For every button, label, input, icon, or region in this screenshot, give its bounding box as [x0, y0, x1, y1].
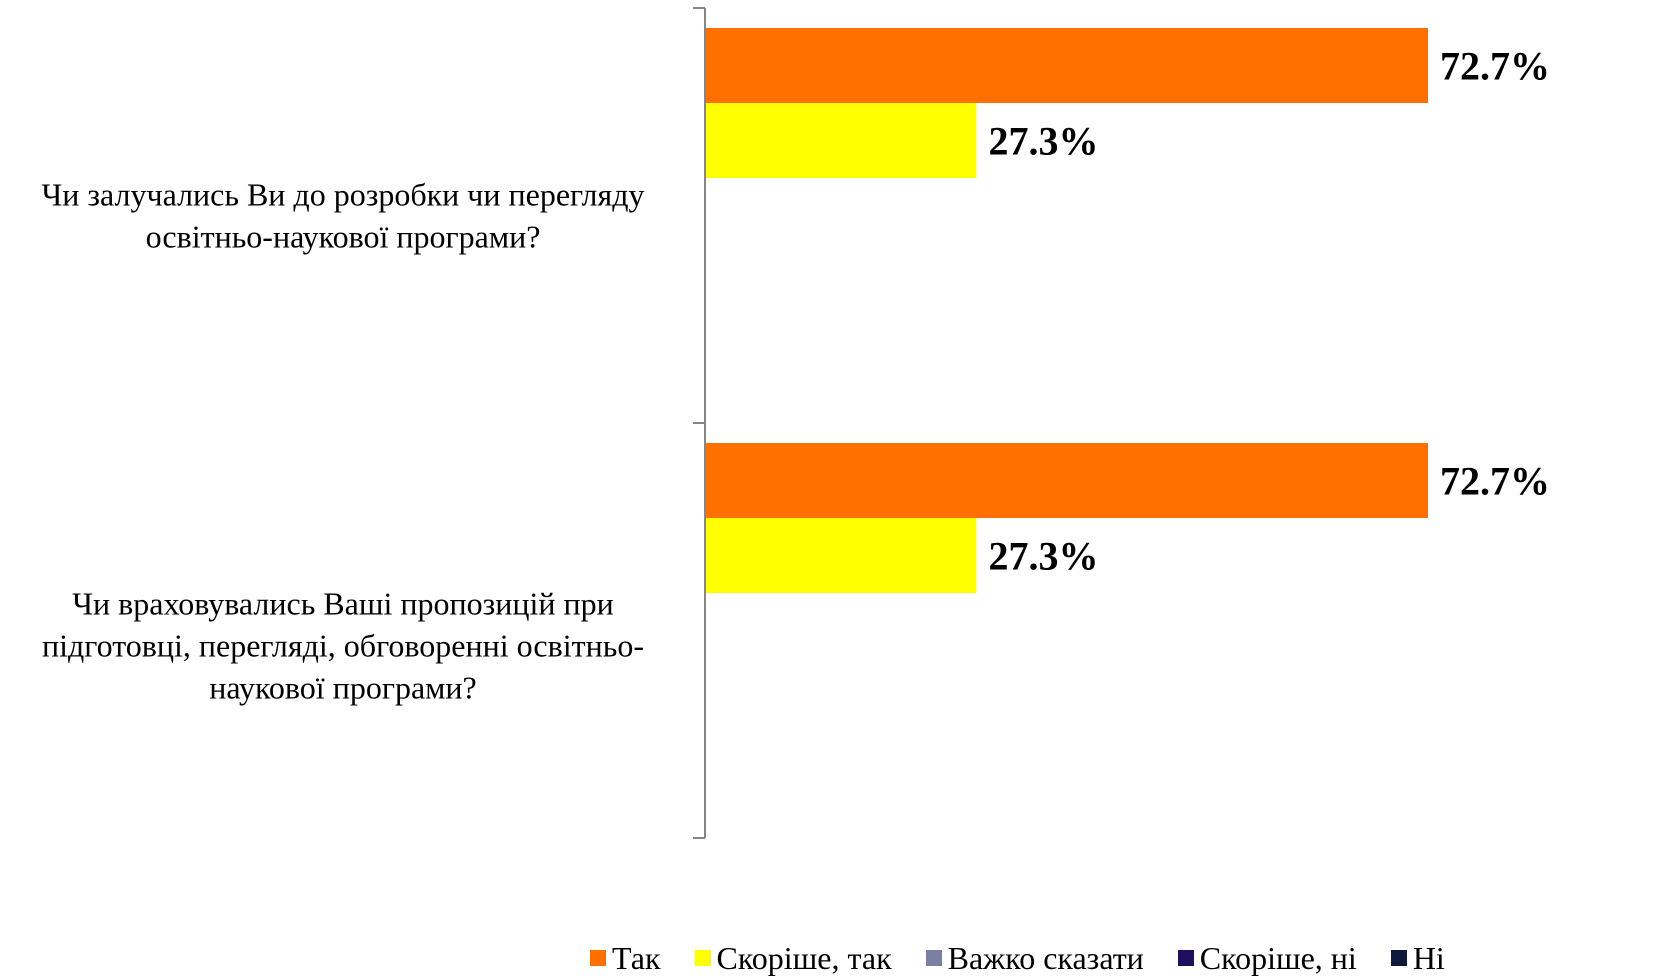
legend-swatch	[694, 950, 711, 966]
value-label: 27.3%	[988, 119, 1098, 164]
legend: Так Скоріше, так Важко сказати Скоріше, ні Н…	[590, 938, 1479, 978]
bars-group	[705, 28, 1428, 593]
legend-swatch	[925, 950, 942, 966]
legend-item: Ні	[1390, 940, 1445, 976]
value-label: 27.3%	[988, 534, 1098, 579]
legend-item: Важко сказати	[925, 940, 1144, 976]
category-label: Чи залучались Ви до розробки чи перегляд…	[41, 177, 644, 255]
value-label: 72.7%	[1440, 459, 1550, 504]
legend-swatch	[590, 950, 606, 966]
legend-label: Важко сказати	[947, 940, 1144, 976]
legend-item: Так	[590, 942, 661, 974]
bar	[705, 28, 1428, 103]
legend-swatch	[1177, 950, 1194, 966]
value-labels: 72.7% 27.3% 72.7% 27.3%	[988, 44, 1550, 579]
category-labels: Чи залучались Ви до розробки чи перегляд…	[41, 177, 644, 706]
category-axis	[693, 7, 706, 839]
legend-label: Так	[612, 940, 661, 976]
legend-swatch	[1390, 950, 1407, 966]
legend-label: Ні	[1412, 940, 1445, 976]
legend-item: Скоріше, так	[694, 940, 892, 976]
value-label: 72.7%	[1440, 44, 1550, 89]
legend-item: Скоріше, ні	[1177, 940, 1357, 976]
bar	[705, 103, 977, 178]
legend-label: Скоріше, так	[716, 940, 892, 976]
category-label: Чи враховувались Ваші пропозицій при підг…	[42, 586, 644, 706]
legend-label: Скоріше, ні	[1199, 940, 1357, 976]
bar	[705, 518, 977, 593]
bar	[705, 443, 1428, 518]
